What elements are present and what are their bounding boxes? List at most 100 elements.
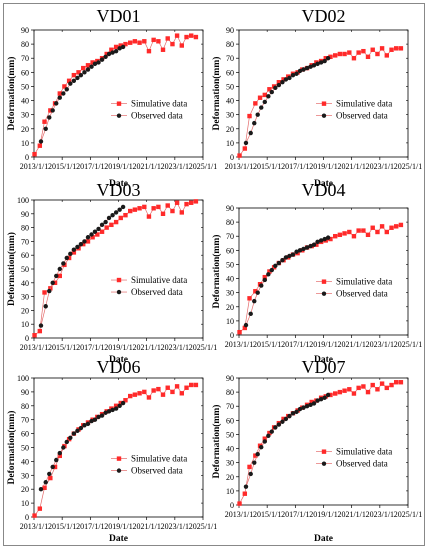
observed-point (283, 416, 289, 422)
y-tick-label: 100 (17, 374, 29, 383)
y-tick-label: 60 (226, 246, 234, 255)
simulative-point (123, 398, 128, 403)
x-tick-label: 2015/1/1 (48, 522, 76, 531)
simulative-point (262, 274, 267, 280)
observed-point (318, 238, 324, 243)
y-tick-label: 70 (21, 237, 29, 246)
x-tick-label: 2013/1/1 (225, 340, 253, 349)
legend-label: Observed data (131, 287, 183, 297)
y-tick-label: 0 (25, 153, 29, 162)
simulative-point (184, 201, 189, 207)
y-tick-label: 0 (230, 501, 234, 510)
simulative-point (394, 224, 399, 229)
observed-point (325, 392, 331, 398)
simulative-point (118, 400, 123, 406)
simulative-point (365, 232, 371, 238)
y-axis-label: Deformation(mm) (6, 411, 17, 485)
observed-point (318, 396, 324, 402)
y-tick-label: 50 (21, 265, 29, 274)
legend-label: Observed data (336, 111, 388, 121)
simulative-point (66, 255, 72, 261)
observed-point (96, 60, 101, 65)
simulative-point (242, 325, 248, 331)
legend-label: Simulative data (336, 99, 392, 109)
simulative-point (281, 77, 286, 82)
y-tick-label: 30 (21, 293, 29, 302)
y-tick-label: 30 (226, 111, 234, 120)
observed-point (110, 50, 115, 55)
simulative-point (370, 382, 375, 388)
y-tick-label: 80 (226, 40, 234, 49)
y-tick-label: 50 (226, 430, 234, 439)
y-tick-label: 60 (21, 430, 29, 439)
observed-point (43, 304, 48, 309)
y-tick-label: 50 (226, 260, 234, 269)
observed-point (311, 401, 317, 406)
observed-point (61, 261, 66, 266)
observed-point (50, 108, 55, 113)
observed-point (301, 246, 306, 252)
observed-point (47, 288, 52, 294)
x-tick-label: 2019/1/1 (104, 343, 132, 352)
observed-point (315, 61, 320, 67)
simulative-point (37, 143, 43, 148)
simulative-point (95, 232, 100, 237)
simulative-point (267, 87, 272, 92)
observed-point (106, 51, 112, 57)
simulative-point (247, 296, 252, 301)
simulative-point (262, 92, 267, 98)
observed-point (82, 70, 87, 75)
observed-point (71, 78, 77, 84)
observed-point (61, 91, 66, 96)
simulative-point (146, 48, 152, 54)
y-tick-label: 90 (21, 210, 29, 219)
x-axis-label: Date (314, 534, 333, 544)
simulative-point (384, 385, 389, 391)
observed-point (96, 226, 101, 232)
simulative-point (132, 207, 138, 212)
simulative-point (48, 475, 53, 481)
observed-point (304, 404, 310, 409)
x-tick-label: 2019/1/1 (309, 510, 337, 519)
observed-point (287, 75, 292, 81)
observed-point (99, 413, 105, 418)
legend-marker-observed (321, 291, 327, 296)
simulative-point (42, 290, 47, 295)
simulative-point (328, 392, 333, 398)
y-tick-label: 10 (21, 320, 29, 329)
observed-point (103, 219, 108, 225)
plot-area (33, 377, 204, 518)
observed-point (255, 452, 260, 457)
legend-label: Simulative data (131, 275, 187, 285)
observed-point (290, 411, 296, 416)
simulative-point (398, 46, 404, 51)
observed-point (273, 263, 278, 269)
series-line (245, 57, 329, 144)
observed-point (294, 409, 299, 415)
y-tick-label: 90 (226, 204, 234, 213)
simulative-point (247, 113, 252, 119)
observed-point (290, 72, 296, 78)
simulative-point (314, 242, 319, 247)
simulative-point (85, 239, 91, 244)
observed-point (85, 235, 91, 240)
y-tick-label: 60 (226, 68, 234, 77)
y-tick-label: 80 (226, 218, 234, 227)
simulative-point (389, 225, 394, 230)
y-tick-label: 0 (25, 513, 29, 522)
legend-label: Observed data (336, 289, 388, 299)
x-tick-label: 2017/1/1 (281, 340, 309, 349)
simulative-point (156, 204, 161, 210)
simulative-point (276, 80, 282, 85)
simulative-point (165, 36, 170, 41)
observed-point (252, 120, 257, 126)
observed-point (106, 215, 112, 221)
simulative-point (337, 389, 343, 395)
simulative-point (342, 388, 347, 393)
x-axis-label: Date (314, 179, 333, 189)
simulative-point (184, 385, 189, 390)
simulative-point (253, 101, 258, 106)
simulative-point (32, 513, 37, 518)
simulative-point (146, 395, 152, 400)
simulative-point (342, 51, 347, 57)
